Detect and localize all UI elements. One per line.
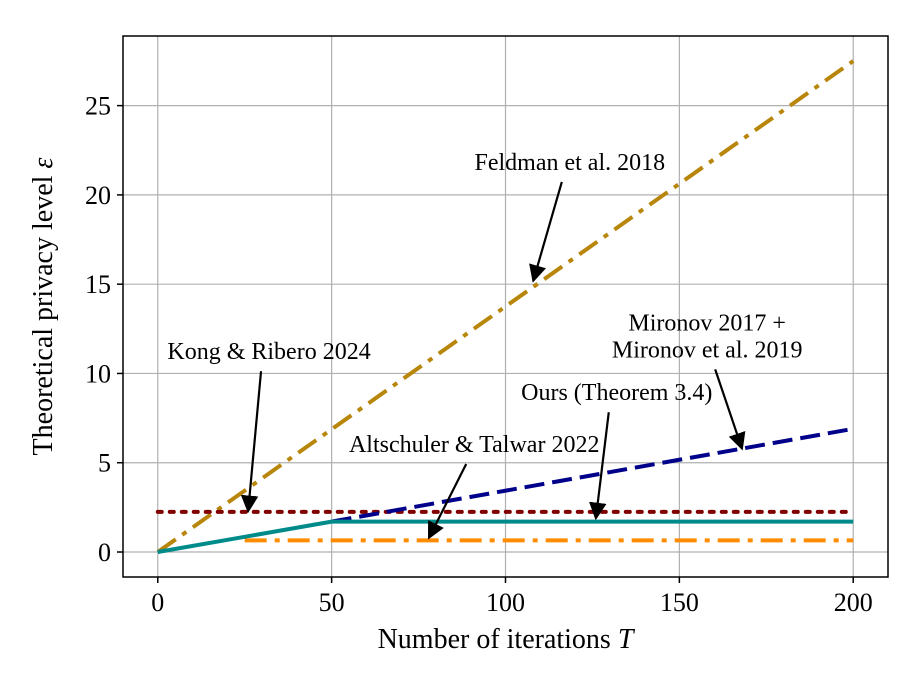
x-tick-label: 0: [151, 588, 164, 617]
annotation-arrow: [240, 371, 263, 514]
series-group: [155, 59, 856, 554]
series-line-ours-theorem-3-4: [157, 519, 854, 554]
series-line-mironov-2017-mironov-et-al-2019: [331, 426, 854, 524]
annotation-arrow: [714, 369, 746, 451]
y-axis-title: Theoretical privacy level ε: [28, 158, 59, 456]
annotation-label: Mironov 2017 +: [628, 311, 786, 337]
y-tick-label: 0: [98, 538, 111, 567]
grid: [123, 36, 888, 577]
y-tick-label: 25: [85, 92, 111, 121]
y-tick-label: 20: [85, 181, 111, 210]
annotation-arrow: [428, 463, 468, 540]
x-tick-label: 100: [486, 588, 525, 617]
ticks: 0 50 100 150 200 0 5 10 15 20 25: [85, 92, 873, 617]
series-line-feldman-et-al-2018: [156, 59, 855, 554]
annotation-label: Feldman et al. 2018: [475, 150, 666, 176]
annotation-arrow: [529, 181, 563, 283]
x-tick-label: 150: [660, 588, 699, 617]
annotation-label: Mironov et al. 2019: [612, 337, 803, 363]
x-axis-title: Number of iterations T: [378, 624, 636, 655]
annotation-label: Altschuler & Talwar 2022: [349, 432, 600, 458]
x-tick-label: 50: [319, 588, 345, 617]
annotation-label: Kong & Ribero 2024: [167, 339, 370, 365]
annotation-label: Ours (Theorem 3.4): [521, 380, 712, 406]
x-tick-label: 200: [834, 588, 873, 617]
y-tick-label: 15: [85, 270, 111, 299]
annotation-arrow: [589, 412, 610, 521]
annotations-group: Feldman et al. 2018 Mironov 2017 +Mironov…: [167, 150, 803, 540]
y-tick-label: 5: [98, 449, 111, 478]
y-tick-label: 10: [85, 359, 111, 388]
